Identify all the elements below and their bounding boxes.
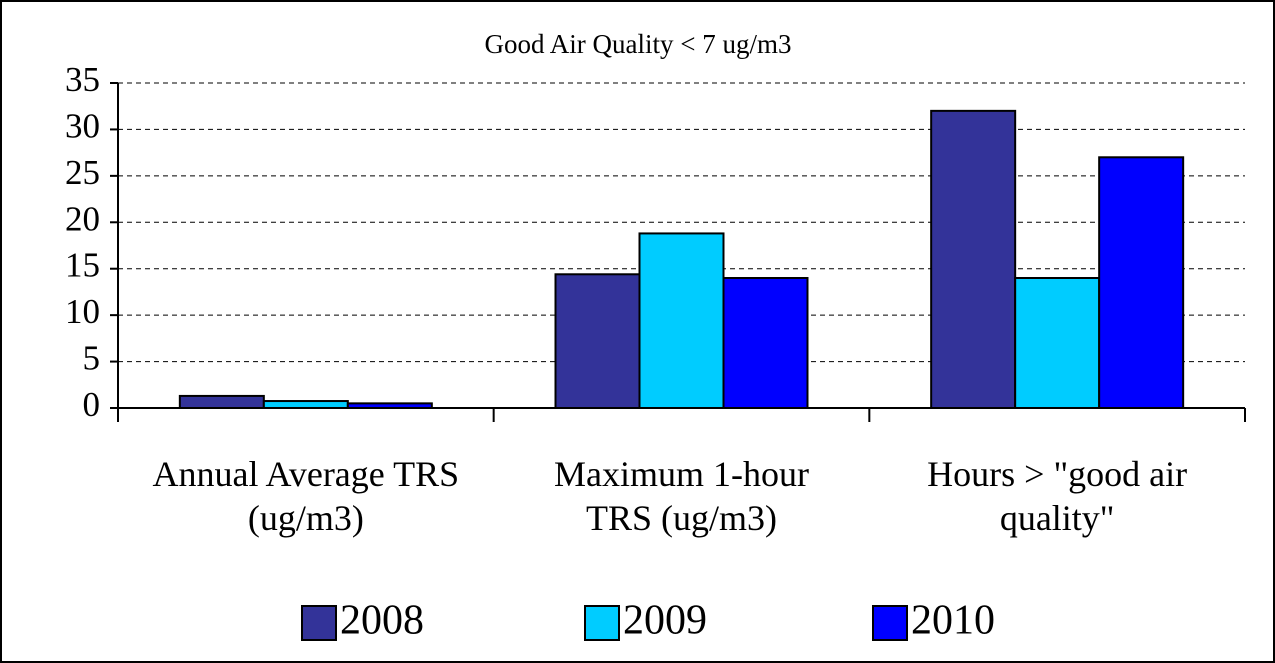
- bar: [262, 400, 349, 409]
- bar: [1098, 156, 1185, 409]
- y-tick-label: 5: [83, 339, 101, 378]
- legend-label: 2009: [623, 598, 707, 644]
- bar: [722, 277, 809, 409]
- x-tick-label: Annual Average TRS (ug/m3): [152, 454, 460, 538]
- chart-title: Good Air Quality < 7 ug/m3: [485, 29, 792, 59]
- y-tick-label: 30: [65, 106, 100, 145]
- bar: [930, 109, 1017, 409]
- x-tick-label: Hours > "good air quality": [927, 454, 1188, 538]
- legend-swatch: [872, 605, 908, 641]
- y-tick-label: 15: [65, 246, 100, 285]
- y-tick-label: 10: [65, 292, 100, 331]
- legend-swatch: [584, 605, 620, 641]
- bar: [1014, 277, 1101, 409]
- x-tick-label: Maximum 1-hour TRS (ug/m3): [554, 454, 809, 538]
- bar: [178, 394, 265, 409]
- legend-label: 2010: [911, 598, 995, 644]
- legend-label: 2008: [340, 598, 424, 644]
- y-tick-label: 0: [83, 385, 101, 424]
- bar: [638, 232, 725, 409]
- y-tick-label: 35: [65, 60, 100, 99]
- legend-swatch: [301, 605, 337, 641]
- y-tick-label: 20: [65, 199, 100, 238]
- y-tick-label: 25: [65, 153, 100, 192]
- bar: [554, 273, 641, 409]
